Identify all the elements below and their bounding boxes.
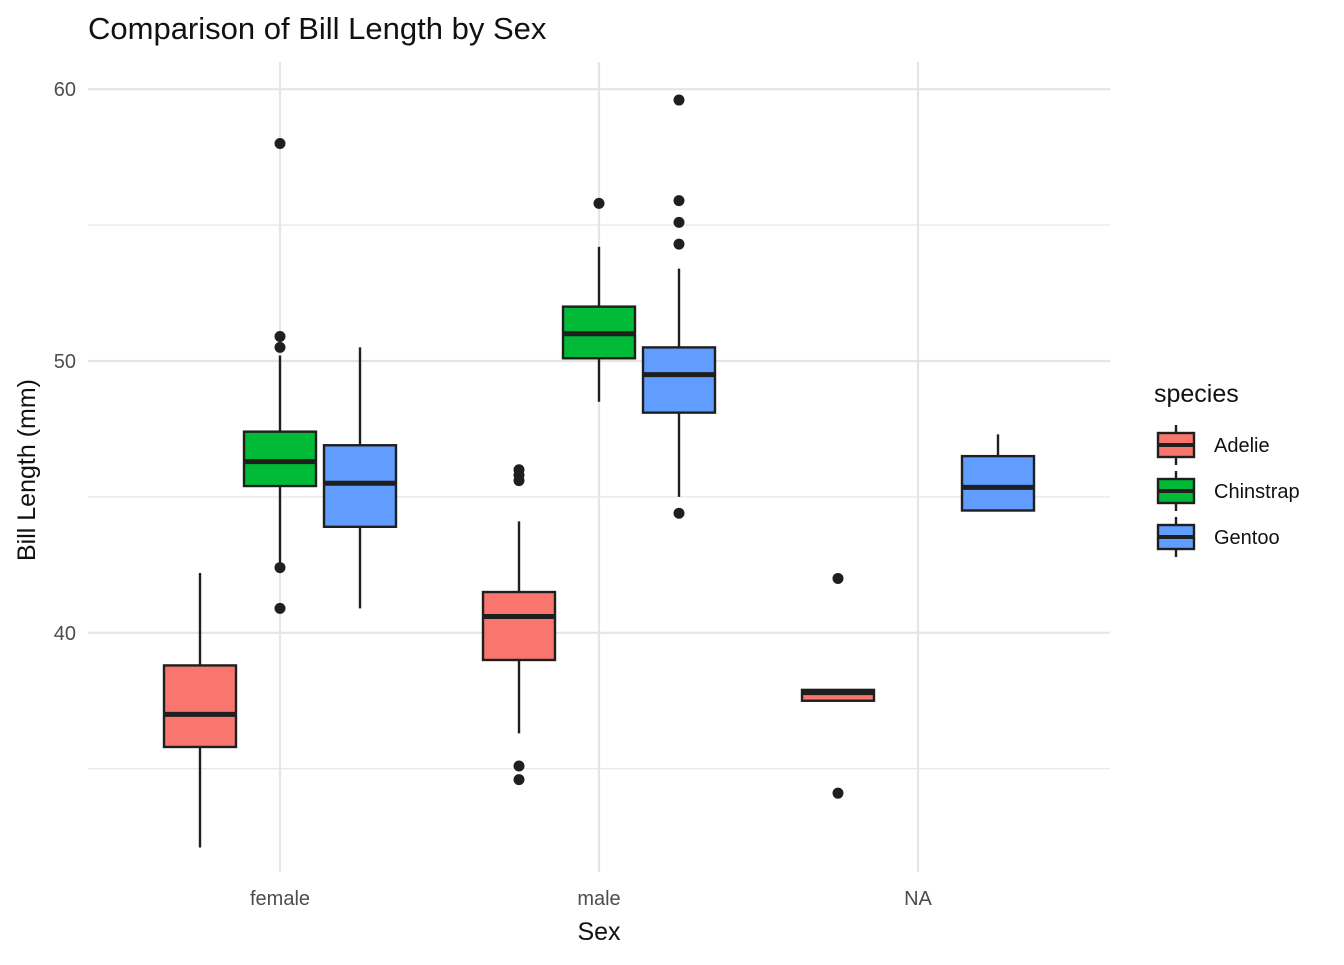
box-series — [162, 94, 1036, 848]
iqr-box — [641, 346, 717, 414]
iqr-box — [162, 664, 238, 749]
outlier-point — [673, 507, 685, 519]
legend-label: Adelie — [1214, 435, 1270, 457]
outlier-point — [274, 331, 286, 343]
outlier-point — [274, 138, 286, 150]
legend: species Adelie Chinstrap Gentoo — [1154, 380, 1300, 557]
outlier-point — [673, 94, 685, 106]
legend-title: species — [1154, 380, 1239, 408]
box-adelie-na — [800, 572, 876, 799]
iqr-box — [242, 430, 318, 488]
legend-item-chinstrap: Chinstrap — [1156, 471, 1300, 511]
outlier-point — [274, 562, 286, 574]
legend-items: Adelie Chinstrap Gentoo — [1156, 425, 1300, 557]
x-tick-label: female — [250, 888, 310, 910]
outlier-point — [673, 195, 685, 207]
outlier-point — [832, 787, 844, 799]
outlier-point — [832, 572, 844, 584]
x-axis-ticks: female male NA — [250, 888, 933, 910]
iqr-box — [322, 444, 398, 528]
outlier-point — [673, 216, 685, 228]
box-chinstrap-male — [561, 197, 637, 402]
iqr-box — [481, 590, 557, 662]
y-tick-label: 40 — [54, 623, 76, 645]
iqr-box — [800, 688, 876, 702]
box-chinstrap-female — [242, 138, 318, 614]
outlier-point — [274, 341, 286, 353]
box-gentoo-na — [960, 434, 1036, 512]
y-axis-title: Bill Length (mm) — [13, 379, 41, 561]
outlier-point — [513, 464, 525, 476]
y-tick-label: 60 — [54, 79, 76, 101]
box-gentoo-female — [322, 347, 398, 609]
y-axis-ticks: 40 50 60 — [54, 79, 76, 645]
outlier-point — [513, 774, 525, 786]
box-gentoo-male — [641, 94, 717, 519]
x-tick-label: NA — [904, 888, 932, 910]
chart-title: Comparison of Bill Length by Sex — [88, 11, 547, 46]
box-adelie-male — [481, 464, 557, 786]
outlier-point — [673, 238, 685, 250]
box-adelie-female — [162, 573, 238, 848]
legend-label: Gentoo — [1214, 527, 1280, 549]
outlier-point — [513, 760, 525, 772]
outlier-point — [593, 197, 605, 209]
legend-item-gentoo: Gentoo — [1156, 517, 1280, 557]
x-tick-label: male — [577, 888, 620, 910]
outlier-point — [274, 602, 286, 614]
y-tick-label: 50 — [54, 351, 76, 373]
iqr-box — [960, 454, 1036, 512]
legend-item-adelie: Adelie — [1156, 425, 1270, 465]
legend-label: Chinstrap — [1214, 481, 1300, 503]
x-axis-title: Sex — [577, 918, 621, 946]
